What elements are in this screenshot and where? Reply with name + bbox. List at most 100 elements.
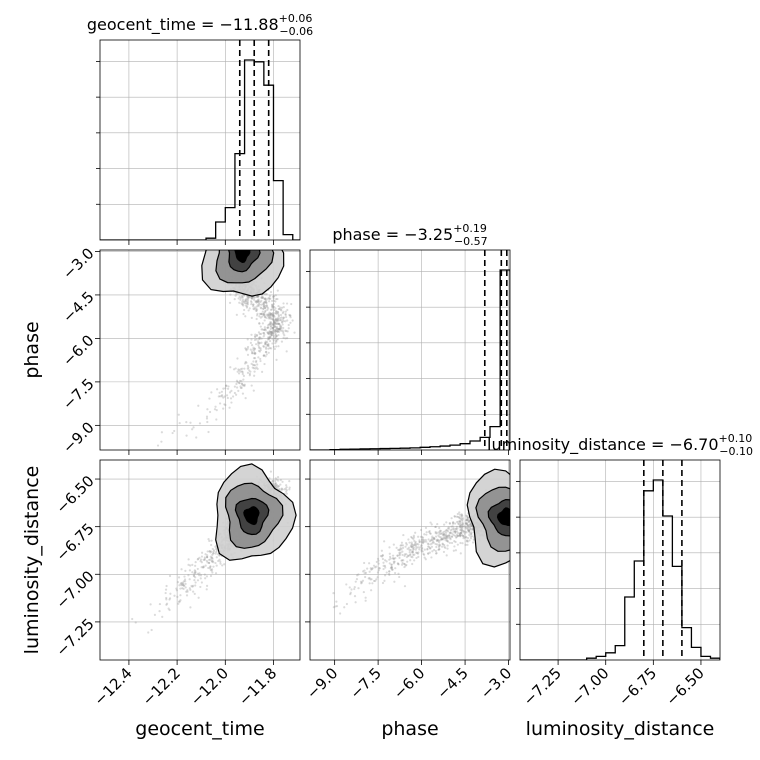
scatter-point xyxy=(165,596,168,600)
scatter-point xyxy=(255,244,257,246)
scatter-point xyxy=(248,244,250,246)
scatter-point xyxy=(459,525,462,528)
scatter-point xyxy=(471,541,475,544)
scatter-point xyxy=(241,242,243,244)
scatter-point xyxy=(272,313,275,316)
scatter-point xyxy=(262,345,265,348)
scatter-point xyxy=(208,567,212,570)
scatter-point xyxy=(255,333,259,337)
scatter-point xyxy=(439,539,442,542)
scatter-point xyxy=(420,544,423,547)
title-sup: +0.19 xyxy=(453,222,487,235)
scatter-point xyxy=(185,590,188,593)
scatter-point xyxy=(274,320,278,323)
scatter-point xyxy=(288,488,291,491)
scatter-point xyxy=(250,316,253,320)
scatter-point xyxy=(273,479,277,482)
scatter-point xyxy=(238,246,240,248)
scatter-point xyxy=(197,596,200,599)
contour-level xyxy=(234,250,251,263)
scatter-point xyxy=(270,334,273,337)
scatter-point xyxy=(245,247,247,249)
scatter-point xyxy=(270,330,273,333)
scatter-point xyxy=(255,334,258,337)
scatter-point xyxy=(460,531,463,534)
scatter-point xyxy=(251,363,255,366)
scatter-point xyxy=(275,327,278,330)
panel-frame xyxy=(519,459,721,661)
scatter-point xyxy=(271,330,274,333)
scatter-point xyxy=(260,246,262,248)
scatter-point xyxy=(249,244,251,246)
scatter-point xyxy=(390,567,394,570)
scatter-point xyxy=(218,391,221,394)
scatter-point xyxy=(275,484,279,487)
scatter-point xyxy=(432,537,436,540)
scatter-point xyxy=(421,546,424,549)
scatter-point xyxy=(215,550,218,554)
scatter-point xyxy=(276,289,279,292)
scatter-point xyxy=(272,295,276,298)
panel-frame xyxy=(99,39,301,241)
scatter-point xyxy=(448,521,451,525)
scatter-point xyxy=(237,297,240,300)
scatter-point xyxy=(275,312,278,315)
scatter-point xyxy=(264,351,268,354)
scatter-point xyxy=(193,578,196,582)
scatter-point xyxy=(273,329,276,332)
scatter-point xyxy=(186,590,189,593)
scatter-point xyxy=(276,312,280,315)
scatter-point xyxy=(258,315,261,318)
scatter-point xyxy=(208,539,211,543)
scatter-point xyxy=(245,232,247,234)
scatter-point xyxy=(239,298,242,301)
scatter-point xyxy=(260,243,262,245)
scatter-point xyxy=(271,479,274,483)
scatter-point xyxy=(191,571,194,574)
scatter-point xyxy=(253,308,256,311)
scatter-point xyxy=(459,532,462,535)
scatter-point xyxy=(273,321,276,324)
scatter-point xyxy=(276,330,279,333)
scatter-point xyxy=(261,296,264,299)
title-sup: +0.10 xyxy=(719,432,753,445)
scatter-point xyxy=(335,600,338,603)
scatter-point xyxy=(286,337,289,340)
scatter-point xyxy=(233,245,235,247)
scatter-point xyxy=(264,355,267,358)
scatter-point xyxy=(253,298,256,301)
scatter-point xyxy=(243,384,246,388)
scatter-point xyxy=(277,328,281,331)
scatter-point xyxy=(392,543,395,546)
scatter-point xyxy=(269,336,272,339)
scatter-point xyxy=(246,371,250,374)
scatter-point xyxy=(247,244,249,246)
scatter-point xyxy=(362,570,365,573)
scatter-point xyxy=(246,295,250,298)
scatter-point xyxy=(264,297,267,300)
scatter-point xyxy=(260,337,263,340)
scatter-point xyxy=(293,331,296,334)
scatter-point xyxy=(242,245,244,247)
scatter-point xyxy=(244,247,246,249)
scatter-point xyxy=(197,404,200,407)
scatter-point xyxy=(275,327,279,330)
scatter-point xyxy=(227,244,229,246)
scatter-point xyxy=(160,431,164,434)
scatter-point xyxy=(208,397,211,400)
scatter-point xyxy=(284,312,287,316)
scatter-point xyxy=(251,244,253,246)
scatter-point xyxy=(203,557,207,560)
scatter-point xyxy=(270,332,273,335)
scatter-point xyxy=(212,565,215,568)
scatter-point xyxy=(247,241,249,243)
scatter-point xyxy=(263,301,266,304)
scatter-point xyxy=(237,244,239,246)
scatter-point xyxy=(280,488,283,491)
scatter-point xyxy=(381,554,384,557)
scatter-point xyxy=(271,330,274,333)
scatter-point xyxy=(422,538,425,542)
scatter-point xyxy=(234,243,236,245)
scatter-point xyxy=(269,317,272,320)
